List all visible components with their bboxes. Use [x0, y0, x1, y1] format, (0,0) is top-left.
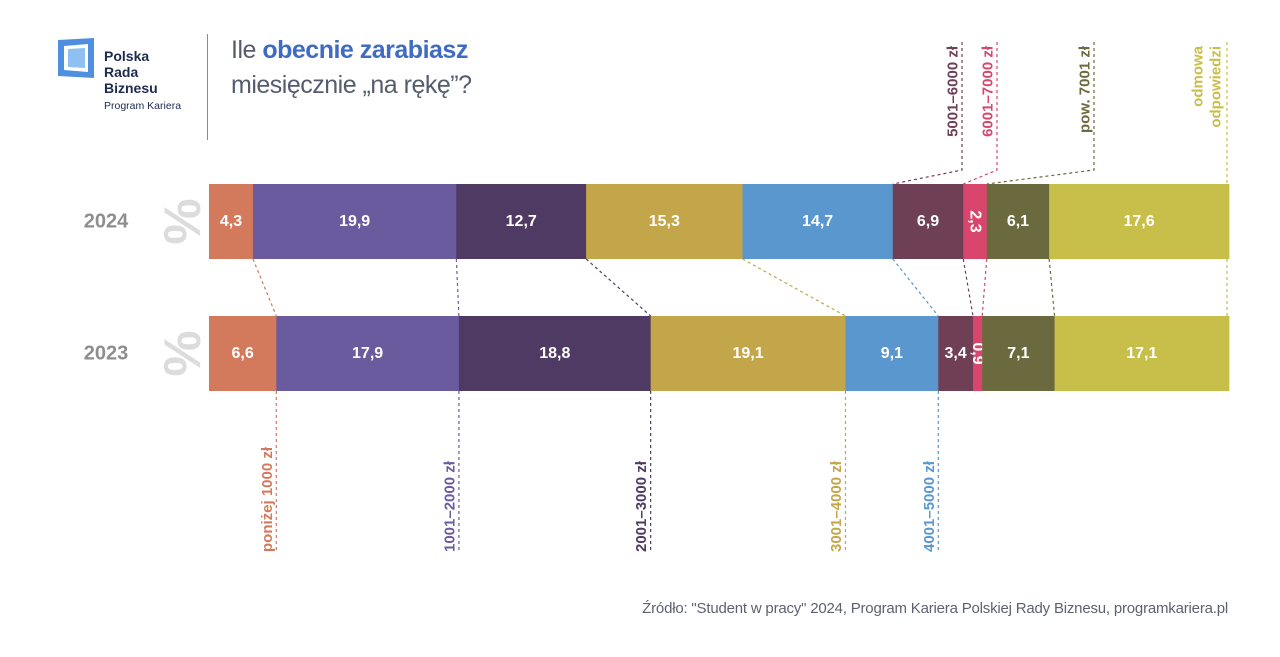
bar-segment-2024-9: [1049, 184, 1230, 259]
connector-line-8: [1048, 258, 1056, 317]
bar-segment-2024-2: [252, 184, 457, 259]
percent-glyph-2023: %: [154, 330, 212, 376]
logo-line-2: Rada: [104, 64, 139, 80]
data-label-2023-5: 9,1: [881, 345, 903, 362]
bar-segment-2023-2: [276, 316, 460, 391]
data-label-2024-2: 19,9: [339, 213, 370, 230]
data-label-2024-9: 17,6: [1123, 213, 1154, 230]
data-label-2024-3: 12,7: [506, 213, 537, 230]
data-label-2023-1: 6,6: [232, 345, 254, 362]
bar-segment-2023-1: [209, 316, 277, 391]
data-label-2024-5: 14,7: [802, 213, 833, 230]
bar-segment-2024-7: [963, 184, 988, 259]
bar-segment-2023-9: [1054, 316, 1230, 391]
data-label-2024-1: 4,3: [220, 213, 242, 230]
bar-segment-2023-6: [938, 316, 974, 391]
title-line-1: Ile obecnie zarabiasz: [231, 33, 472, 68]
title-line-2: miesięcznie „na rękę”?: [231, 71, 472, 99]
year-label-2023: 2023: [84, 343, 129, 365]
data-label-2023-4: 19,1: [732, 345, 763, 362]
category-label-2001-3000-z: 2001–3000 zł: [633, 460, 650, 552]
connector-line-2: [455, 258, 460, 317]
header-divider: [207, 34, 208, 140]
title-highlight: obecnie zarabiasz: [262, 36, 468, 64]
leader-line-6001-7000-z: [963, 42, 998, 185]
title-prefix: Ile: [231, 36, 263, 64]
data-label-2023-7: 0,9: [969, 342, 986, 364]
connector-line-5: [892, 258, 939, 317]
percent-glyph-2024: %: [154, 198, 212, 244]
bar-segment-2024-6: [892, 184, 964, 259]
data-label-2023-2: 17,9: [352, 345, 383, 362]
category-label-4001-5000-z: 4001–5000 zł: [921, 460, 938, 552]
logo-line-3: Biznesu: [104, 80, 158, 96]
category-label-odmowa-odpowiedzi-line-1: odmowa: [1190, 45, 1207, 106]
bar-segment-2024-4: [586, 184, 743, 259]
connector-line-1: [252, 258, 277, 317]
data-label-2023-8: 7,1: [1007, 345, 1029, 362]
category-label-3001-4000-z: 3001–4000 zł: [828, 460, 845, 552]
category-label-pow-7001-z: pow. 7001 zł: [1077, 45, 1094, 133]
logo-wordmark: Polska Rada Biznesu: [104, 48, 158, 96]
bar-segment-2024-5: [742, 184, 894, 259]
bar-segment-2024-1: [209, 184, 254, 259]
data-label-2023-6: 3,4: [945, 345, 967, 362]
connector-line-4: [742, 258, 846, 317]
bar-segment-2023-3: [458, 316, 652, 391]
category-label-6001-7000-z: 6001–7000 zł: [980, 45, 997, 137]
chart-title: Ile obecnie zarabiasz miesięcznie „na rę…: [231, 33, 472, 103]
data-label-2024-7: 2,3: [967, 210, 984, 232]
bar-segment-2023-5: [845, 316, 939, 391]
connector-line-3: [585, 258, 652, 317]
logo-line-1: Polska: [104, 48, 150, 64]
prb-logo-icon: [58, 38, 94, 78]
bar-segment-2024-8: [986, 184, 1050, 259]
year-label-2024: 2024: [84, 211, 129, 233]
logo: Polska Rada Biznesu Program Kariera: [58, 38, 208, 138]
source-note: Źródło: "Student w pracy" 2024, Program …: [642, 600, 1228, 617]
bar-segment-2024-3: [456, 184, 587, 259]
category-label-odmowa-odpowiedzi-line-2: odpowiedzi: [1208, 46, 1225, 128]
category-label-5001-6000-z: 5001–6000 zł: [945, 45, 962, 137]
category-label-poni-ej-1000-z: poniżej 1000 zł: [259, 446, 276, 552]
connector-line-7: [981, 258, 988, 317]
leader-line-5001-6000-z: [892, 42, 963, 185]
bar-segment-2023-7: [972, 316, 983, 391]
connector-line-6: [962, 258, 974, 317]
leader-line-pow-7001-z: [986, 42, 1095, 185]
bar-segment-2023-8: [982, 316, 1055, 391]
bar-segment-2023-4: [650, 316, 846, 391]
data-label-2023-3: 18,8: [539, 345, 570, 362]
data-label-2024-8: 6,1: [1007, 213, 1029, 230]
data-label-2024-4: 15,3: [649, 213, 680, 230]
data-label-2023-9: 17,1: [1126, 345, 1157, 362]
category-label-1001-2000-z: 1001–2000 zł: [441, 460, 458, 552]
data-label-2024-6: 6,9: [917, 213, 939, 230]
logo-subtitle: Program Kariera: [104, 100, 182, 112]
